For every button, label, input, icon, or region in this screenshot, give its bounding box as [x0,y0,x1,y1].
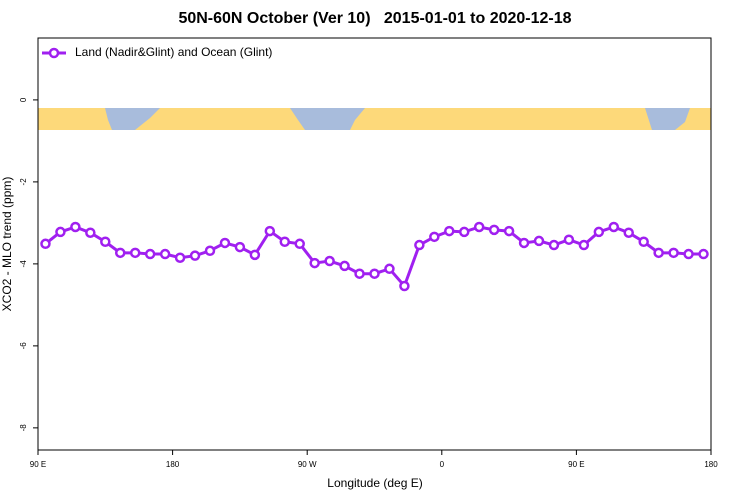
point [698,248,709,260]
point [324,255,335,267]
plot-frame [37,37,712,451]
point [249,249,261,261]
point [309,257,320,269]
point [444,225,455,237]
point [234,241,246,253]
point [563,234,575,245]
point [144,248,156,260]
point [653,247,664,259]
point [503,225,515,237]
point [623,227,634,238]
point [488,224,500,236]
point [458,226,470,238]
point [174,252,186,263]
point [683,248,694,260]
map-ocean [105,108,160,130]
legend-marker [48,47,60,59]
point [339,260,350,272]
map-strip [38,108,711,130]
chart-title: 50N-60N October (Ver 10) 2015-01-01 to 2… [178,10,571,27]
map-ocean [645,108,690,130]
point [70,221,81,233]
y-tick-label: 0 [19,97,28,102]
point [548,239,560,251]
y-axis-label: XCO2 - MLO trend (ppm) [0,177,14,312]
x-tick-label: 90 E [568,460,584,469]
point [159,248,171,260]
point [473,221,485,233]
point [264,225,276,237]
point [204,245,216,257]
point [533,235,545,247]
point [219,237,231,249]
point [668,247,679,259]
x-tick-label: 0 [440,460,445,469]
x-axis-label: Longitude (deg E) [327,476,422,490]
point [40,238,51,250]
y-tick-label: -4 [19,260,28,268]
point [399,280,410,292]
point [414,239,425,251]
point [85,227,96,238]
point [354,268,365,279]
point [294,238,305,250]
y-tick-label: -6 [19,342,28,350]
point [100,236,111,247]
point [189,250,201,261]
point [429,231,440,243]
point [279,236,291,247]
point [129,247,141,259]
y-tick-label: -8 [19,424,28,432]
y-tick-label: -2 [19,178,28,186]
point [638,236,649,247]
point [369,268,380,279]
point [115,247,126,259]
point [578,239,590,251]
point [55,226,66,238]
x-tick-label: 180 [704,460,718,469]
point [384,263,395,275]
map-ocean [290,108,365,130]
point [518,237,530,249]
x-tick-label: 180 [166,460,180,469]
x-tick-label: 90 E [30,460,46,469]
map-land [38,108,711,130]
point [593,226,605,238]
point [608,221,620,233]
x-tick-label: 90 W [298,460,317,469]
legend-label: Land (Nadir&Glint) and Ocean (Glint) [75,45,272,59]
